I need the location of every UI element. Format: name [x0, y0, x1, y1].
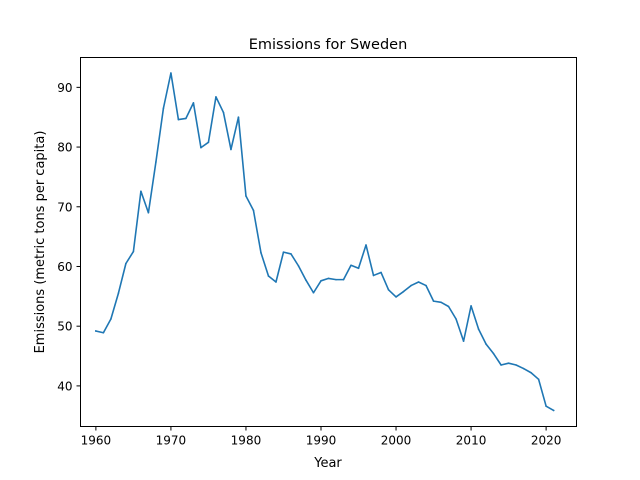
data-point — [342, 278, 345, 281]
data-point — [335, 278, 337, 281]
data-point — [155, 161, 157, 163]
x-tick-label: 2000 — [381, 434, 412, 448]
x-axis-label: Year — [313, 456, 342, 471]
data-point — [387, 288, 390, 291]
data-point — [192, 102, 195, 104]
y-tick-label: 60 — [57, 260, 72, 274]
data-point — [207, 141, 210, 144]
y-tick-label: 50 — [57, 320, 72, 334]
data-point — [327, 277, 330, 280]
data-point — [215, 96, 217, 98]
data-point — [320, 280, 322, 282]
data-point — [485, 343, 487, 345]
data-point — [530, 371, 532, 374]
x-axis: 1960 1970 1980 1990 2000 2010 2020 — [81, 426, 562, 448]
data-point — [290, 253, 292, 255]
data-point — [230, 148, 232, 151]
data-point — [177, 118, 180, 121]
data-point — [252, 209, 255, 212]
x-tick-label: 2020 — [531, 434, 562, 448]
data-point — [200, 146, 202, 149]
data-point — [117, 292, 120, 295]
data-point — [357, 267, 360, 270]
data-point — [462, 340, 465, 342]
data-point — [312, 291, 315, 294]
x-tick-label: 1970 — [156, 434, 187, 448]
data-point — [522, 367, 525, 370]
data-point — [125, 262, 127, 265]
data-point — [275, 281, 277, 283]
chart-title: Emissions for Sweden — [249, 37, 408, 53]
data-point — [95, 330, 97, 332]
plot-frame — [80, 57, 577, 427]
data-point — [147, 211, 150, 214]
data-point — [222, 111, 225, 114]
data-point — [395, 296, 397, 298]
x-tick-label: 1960 — [81, 434, 112, 448]
data-point — [102, 331, 105, 334]
data-point — [185, 117, 187, 120]
data-point — [552, 409, 555, 412]
x-tick-label: 1990 — [306, 434, 337, 448]
data-point — [545, 405, 547, 408]
data-point — [432, 300, 435, 302]
data-points — [95, 72, 555, 412]
emissions-series-line — [94, 72, 555, 412]
data-point — [440, 301, 442, 304]
data-point — [297, 265, 300, 267]
data-point — [492, 352, 495, 355]
data-point — [380, 271, 382, 274]
data-point — [515, 364, 517, 366]
x-tick-label: 2010 — [456, 434, 487, 448]
data-point — [447, 305, 450, 308]
data-point — [372, 274, 375, 277]
data-point — [507, 362, 510, 365]
data-point — [162, 107, 165, 110]
data-point — [267, 275, 270, 277]
data-point — [537, 378, 540, 381]
data-point — [245, 195, 247, 197]
y-tick-label: 90 — [57, 81, 72, 95]
data-point — [365, 244, 367, 246]
y-tick-label: 80 — [57, 141, 72, 155]
data-point — [500, 364, 502, 366]
y-tick-label: 40 — [57, 379, 72, 393]
data-point — [305, 279, 307, 282]
data-point — [410, 284, 412, 287]
data-point — [350, 264, 352, 267]
data-point — [402, 290, 405, 293]
data-point — [237, 116, 240, 119]
y-axis: 40 50 60 70 80 90 — [57, 81, 81, 393]
data-point — [455, 318, 457, 320]
y-axis-label: Emissions (metric tons per capita) — [33, 131, 48, 354]
data-point — [260, 251, 262, 254]
data-point — [282, 251, 285, 253]
data-point — [110, 318, 112, 320]
data-point — [140, 190, 142, 193]
x-tick-label: 1980 — [231, 434, 262, 448]
data-point — [477, 328, 480, 330]
data-point — [170, 72, 172, 74]
data-point — [470, 305, 472, 307]
y-tick-label: 70 — [57, 200, 72, 214]
data-point — [132, 250, 135, 253]
data-point — [417, 281, 420, 283]
data-point — [425, 284, 427, 287]
